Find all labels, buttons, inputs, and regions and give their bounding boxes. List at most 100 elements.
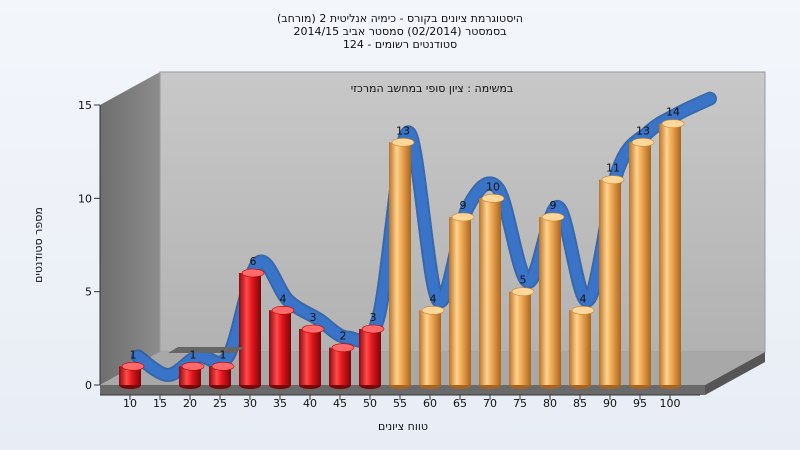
bar <box>179 362 205 389</box>
x-tick-label: 40 <box>303 397 317 410</box>
x-tick-label: 80 <box>543 397 557 410</box>
bar-top <box>271 306 295 315</box>
bar-top <box>421 306 445 315</box>
bar-top <box>631 138 655 147</box>
bar-value-label: 10 <box>486 180 500 193</box>
chart-title-line-1: היסטוגרמת ציונים בקורס - כימיה אנליטית 2… <box>277 12 523 25</box>
bar <box>479 194 505 389</box>
floor-right-edge <box>705 352 765 395</box>
bar-body <box>509 291 531 385</box>
bar-top <box>331 343 355 352</box>
bar-value-label: 9 <box>550 199 557 212</box>
x-tick-label: 10 <box>123 397 137 410</box>
bar-top <box>571 306 595 315</box>
bar-top <box>661 119 685 128</box>
left-wall <box>100 72 160 385</box>
bar-top <box>511 287 535 296</box>
bar-value-label: 13 <box>636 124 650 137</box>
bar-body <box>629 142 651 385</box>
bar-body <box>539 217 561 385</box>
x-tick-label: 55 <box>393 397 407 410</box>
bar-body <box>659 123 681 386</box>
bar <box>269 306 295 389</box>
bar <box>329 343 355 389</box>
x-tick-label: 35 <box>273 397 287 410</box>
bar-value-label: 9 <box>460 199 467 212</box>
bar-body <box>119 366 141 385</box>
bar <box>569 306 595 389</box>
bar-top <box>361 324 385 334</box>
y-tick-label: 10 <box>78 192 92 205</box>
y-tick-label: 15 <box>78 99 92 112</box>
x-tick-label: 25 <box>213 397 227 410</box>
bar <box>419 306 445 389</box>
bar-value-label: 1 <box>190 348 197 361</box>
bar <box>299 324 325 389</box>
bar <box>119 362 145 389</box>
bar-body <box>269 310 291 385</box>
bar-body <box>179 366 201 385</box>
bar-value-label: 1 <box>130 348 137 361</box>
bar-top <box>121 362 145 371</box>
x-tick-label: 90 <box>603 397 617 410</box>
bar-value-label: 3 <box>370 311 377 324</box>
bar-top <box>481 194 505 203</box>
x-tick-label: 85 <box>573 397 587 410</box>
bar <box>659 119 685 389</box>
bar-body <box>239 273 261 385</box>
bar-value-label: 1 <box>220 348 227 361</box>
x-tick-label: 15 <box>153 397 167 410</box>
bar-value-label: 6 <box>250 255 257 268</box>
bar-body <box>209 366 231 385</box>
bar-value-label: 4 <box>280 292 287 305</box>
x-tick-label: 45 <box>333 397 347 410</box>
bar-top <box>241 268 265 278</box>
bar-value-label: 4 <box>580 292 587 305</box>
bar-body <box>389 142 411 385</box>
bar <box>389 138 415 389</box>
chart-title-line-2: בסמסטר (02/2014) סמסטר אביב 2014/15 <box>293 25 506 38</box>
bar-top <box>391 138 415 147</box>
bar-value-label: 2 <box>340 330 347 343</box>
x-tick-label: 100 <box>660 397 681 410</box>
bar-body <box>479 198 501 385</box>
bar-top <box>541 212 565 222</box>
x-tick-label: 20 <box>183 397 197 410</box>
bar-top <box>181 362 205 371</box>
bar-value-label: 13 <box>396 124 410 137</box>
y-tick-label: 5 <box>85 286 92 299</box>
bar-value-label: 4 <box>430 292 437 305</box>
bar-body <box>329 347 351 385</box>
x-tick-label: 30 <box>243 397 257 410</box>
bars-layer <box>119 119 685 389</box>
bar-top <box>451 212 475 222</box>
bar-top <box>301 324 325 334</box>
x-axis-title: טווח ציונים <box>378 420 428 433</box>
bar-body <box>449 217 471 385</box>
chart-title-block: היסטוגרמת ציונים בקורס - כימיה אנליטית 2… <box>277 12 523 51</box>
bar <box>449 212 475 389</box>
bar-body <box>299 329 321 385</box>
bar-value-label: 3 <box>310 311 317 324</box>
bar-body <box>599 179 621 385</box>
chart-title-line-3: סטודנטים רשומים - 124 <box>343 38 457 51</box>
bar-body <box>569 310 591 385</box>
bar-body <box>359 329 381 385</box>
bar <box>509 287 535 389</box>
y-axis-title: מספר סטודנטים <box>32 207 45 283</box>
subtitle: במשימה : ציון סופי במחשב המרכזי <box>351 82 514 95</box>
bar-body <box>419 310 441 385</box>
bar-value-label: 5 <box>520 274 527 287</box>
bar-value-label: 14 <box>666 106 680 119</box>
x-tick-label: 65 <box>453 397 467 410</box>
bar <box>359 324 385 389</box>
empty-bin-slab <box>168 347 245 353</box>
bar <box>539 212 565 389</box>
bar <box>629 138 655 389</box>
bar <box>239 268 265 389</box>
bar-top <box>601 175 625 184</box>
bar-top <box>211 362 235 371</box>
